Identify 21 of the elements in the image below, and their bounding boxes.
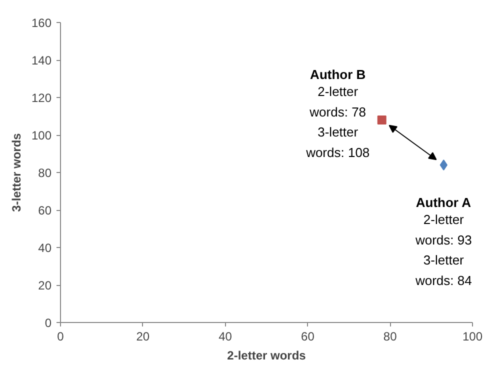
- annotation: 2-letter words: 93 3-letter words: 84: [414, 212, 472, 288]
- x-tick-label: 0: [57, 330, 64, 344]
- y-tick-label: 80: [38, 166, 52, 180]
- x-tick-label: 40: [218, 330, 232, 344]
- x-tick-label: 100: [462, 330, 483, 344]
- y-tick-label: 60: [38, 204, 52, 218]
- x-axis-title: 2-letter words: [227, 348, 306, 362]
- x-tick-label: 60: [301, 330, 315, 344]
- y-tick-label: 100: [31, 128, 52, 142]
- annotation: 2-letter words: 78 3-letter words: 108: [305, 84, 370, 160]
- y-tick-label: 120: [31, 91, 52, 105]
- x-tick-label: 20: [136, 330, 150, 344]
- x-tick-label: 80: [383, 330, 398, 344]
- y-tick-label: 140: [31, 54, 52, 68]
- y-tick-label: 20: [38, 278, 52, 292]
- y-axis-title: 3-letter words: [9, 132, 24, 212]
- text: Author A: [416, 195, 472, 210]
- y-tick-label: 160: [31, 16, 52, 30]
- y-tick-label: 0: [44, 316, 52, 330]
- text: Author B: [310, 67, 366, 82]
- y-tick-label: 40: [38, 241, 52, 255]
